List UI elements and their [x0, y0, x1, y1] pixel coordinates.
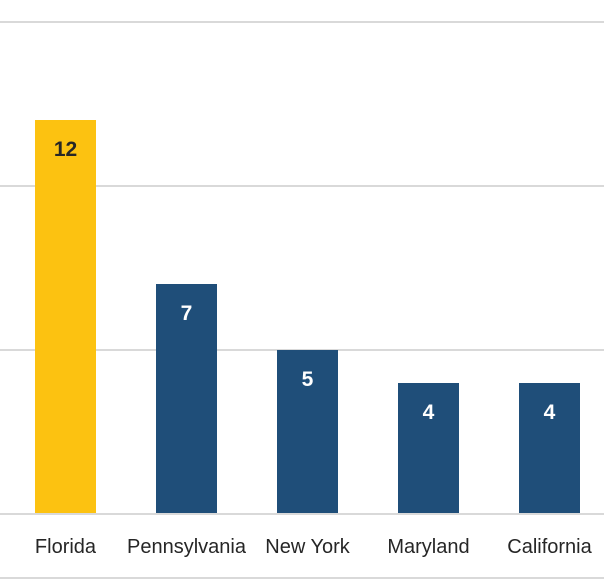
bar-california[interactable] [519, 382, 580, 513]
category-label-pennsylvania: Pennsylvania [127, 536, 246, 558]
bar-maryland[interactable] [398, 382, 459, 513]
gridline-15 [0, 21, 604, 23]
category-label-new-york: New York [265, 536, 350, 558]
bar-new-york[interactable] [277, 350, 338, 513]
bar-florida[interactable] [35, 120, 96, 513]
chart-bottom-border [0, 577, 604, 579]
bar-pennsylvania[interactable] [156, 284, 217, 513]
x-axis-line [0, 513, 604, 515]
category-label-florida: Florida [34, 536, 97, 558]
category-label-maryland: Maryland [387, 536, 470, 558]
category-label-california: California [507, 536, 592, 558]
